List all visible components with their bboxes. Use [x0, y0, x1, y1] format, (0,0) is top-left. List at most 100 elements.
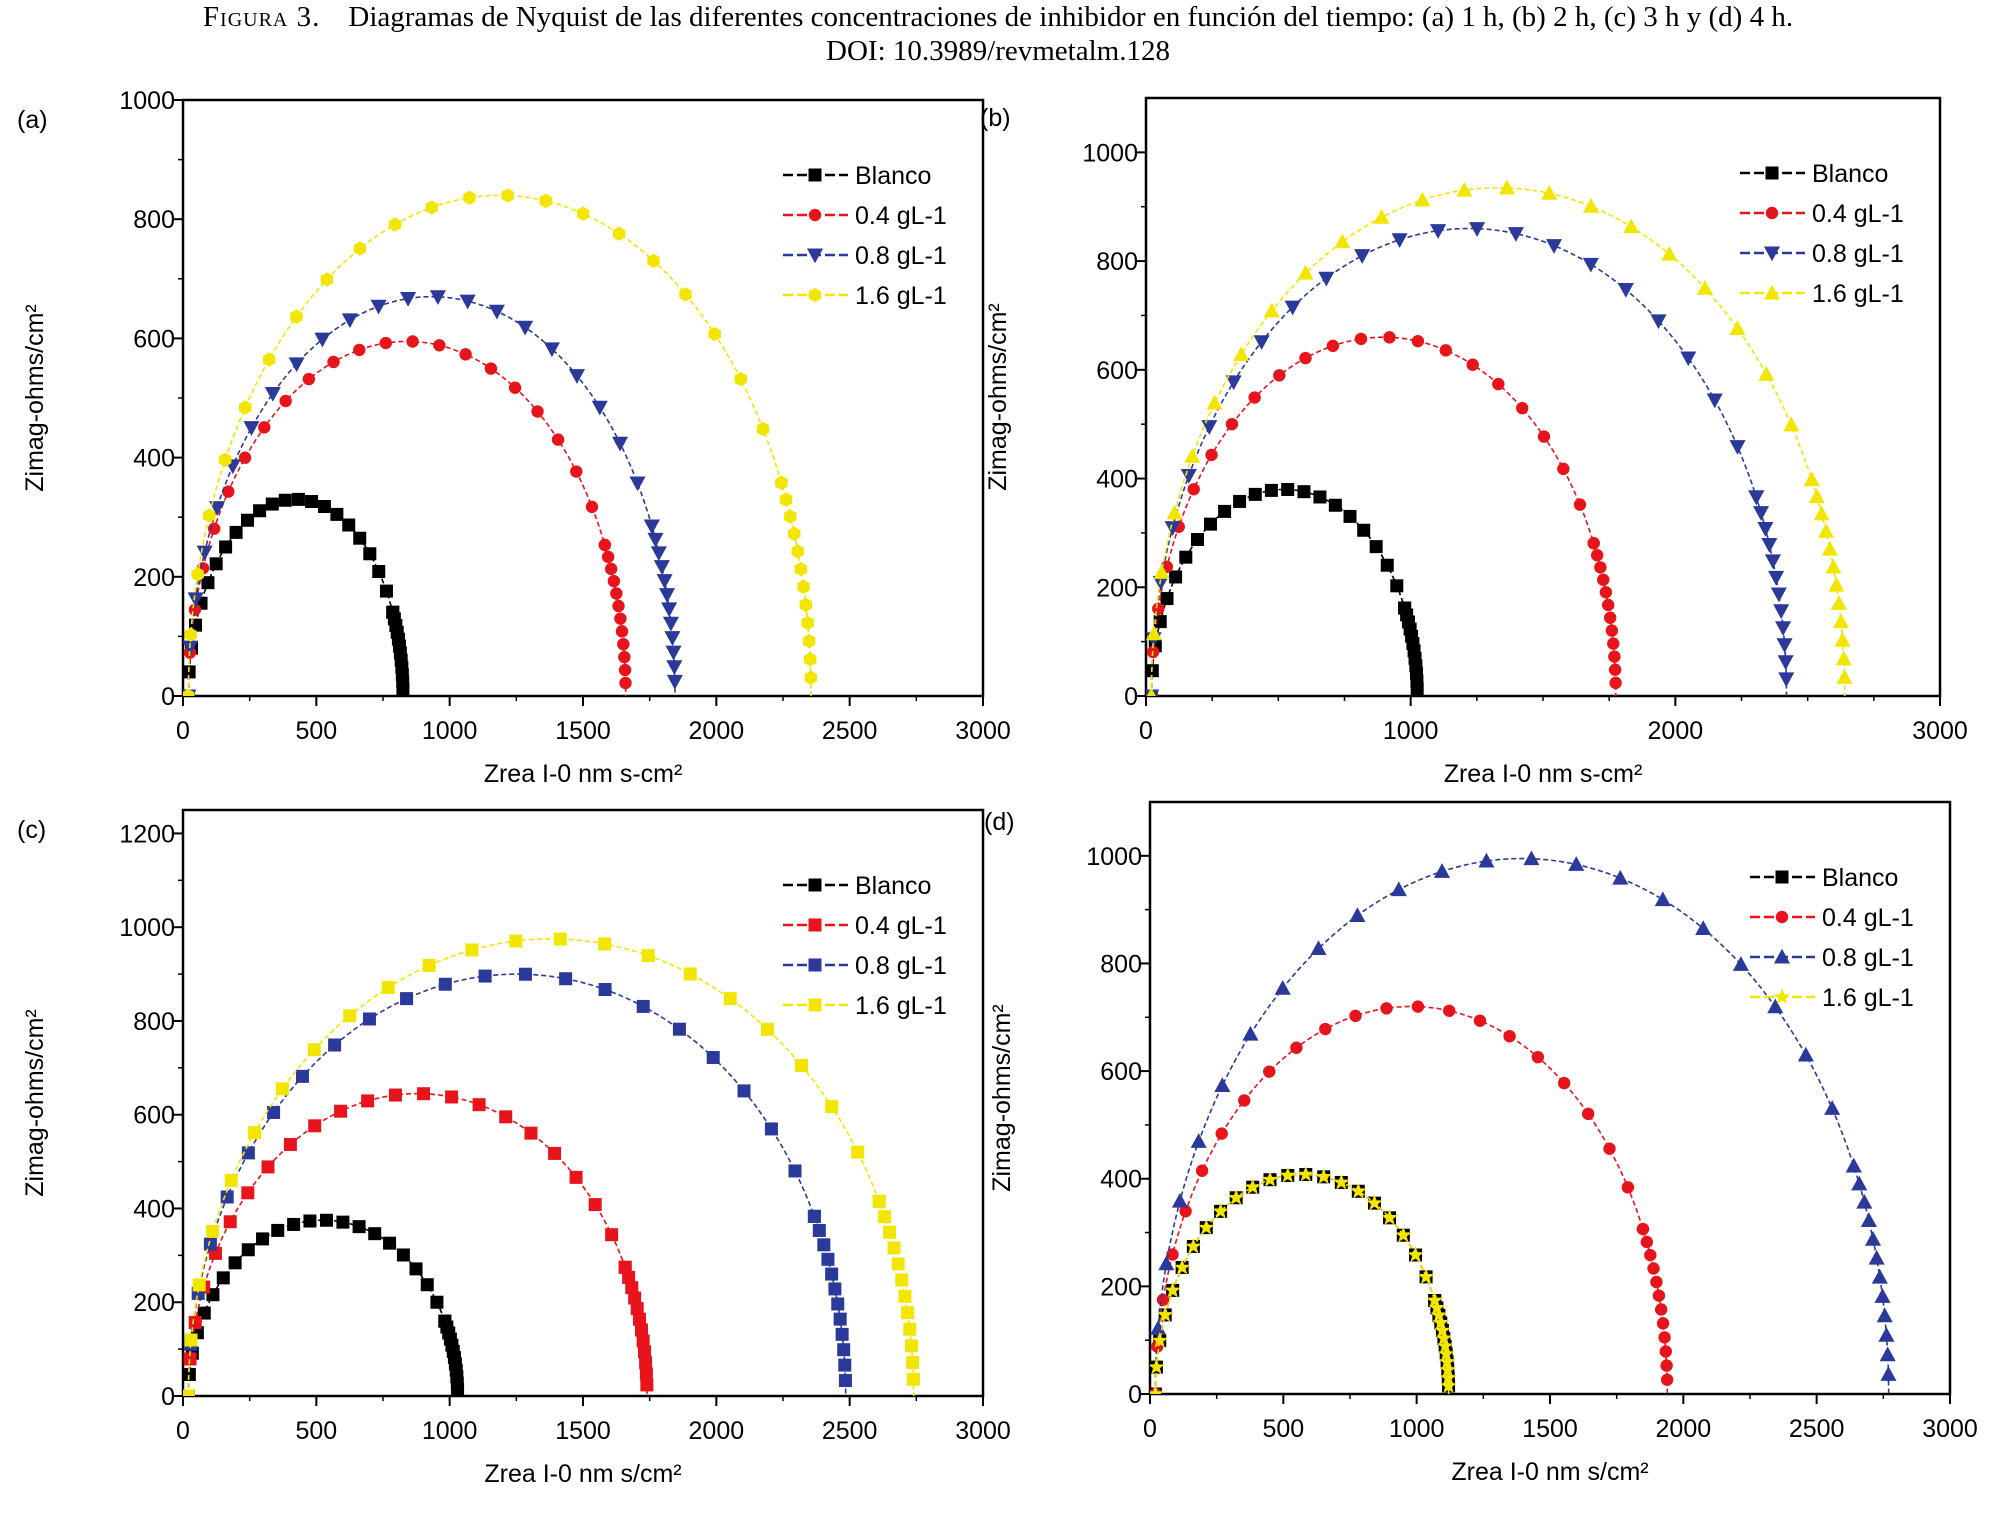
series-line: [187, 973, 847, 1396]
data-point: [465, 943, 479, 957]
data-point: [666, 674, 683, 690]
data-point: [1871, 1268, 1888, 1284]
legend-label: 1.6 gL-1: [855, 992, 947, 1020]
data-point: [1864, 1230, 1882, 1246]
data-point: [851, 1145, 865, 1159]
data-point: [302, 372, 316, 386]
data-point: [1233, 346, 1250, 361]
data-point: [1503, 1030, 1516, 1043]
data-point: [188, 1315, 202, 1329]
data-point: [1856, 1193, 1873, 1209]
legend-marker: [808, 878, 822, 892]
data-point: [904, 1339, 918, 1353]
legend-marker: [1773, 988, 1791, 1004]
data-point: [196, 545, 213, 561]
data-point: [218, 452, 232, 467]
data-point: [1621, 1181, 1635, 1194]
data-point: [1582, 257, 1599, 273]
data-point: [1373, 209, 1390, 224]
data-point: [488, 304, 505, 320]
data-point: [1729, 440, 1746, 455]
data-point: [1380, 1002, 1393, 1015]
data-point: [629, 476, 646, 492]
data-point: [445, 1090, 459, 1104]
data-point: [1537, 430, 1551, 443]
series-line: [1150, 227, 1788, 696]
data-point: [1201, 420, 1218, 435]
data-point: [228, 1256, 242, 1270]
data-point: [656, 574, 673, 589]
data-point: [779, 492, 793, 507]
series-0-8-gl-1: [1146, 222, 1795, 696]
data-point: [1783, 416, 1800, 432]
x-tick-label: 1000: [422, 1417, 478, 1445]
data-point: [1466, 358, 1479, 371]
legend-marker: [808, 287, 822, 303]
data-point: [784, 509, 797, 524]
data-point: [264, 386, 281, 402]
y-tick-label: 0: [1124, 683, 1138, 711]
data-point: [342, 518, 356, 532]
series-1-6-gl-1: [183, 188, 817, 696]
series-line: [1154, 857, 1890, 1394]
data-point: [1173, 1258, 1191, 1275]
data-point: [328, 1038, 342, 1052]
series-1-6-gl-1: [183, 932, 920, 1396]
data-point: [799, 597, 812, 612]
data-point: [1343, 509, 1357, 523]
data-point: [1284, 300, 1301, 316]
data-point: [352, 1220, 366, 1234]
data-point: [353, 241, 367, 256]
data-point: [459, 294, 476, 310]
data-point: [1146, 687, 1156, 696]
y-tick-label: 200: [1100, 1273, 1142, 1301]
data-point: [812, 1223, 826, 1237]
data-point: [1623, 218, 1640, 234]
data-point: [1878, 1326, 1895, 1342]
data-point: [618, 650, 631, 664]
data-point: [388, 217, 402, 232]
x-tick-label: 1500: [555, 717, 611, 745]
data-point: [1608, 663, 1622, 676]
data-point: [1274, 980, 1291, 995]
data-point: [1439, 344, 1452, 357]
data-point: [1146, 625, 1162, 641]
series-line: [1150, 186, 1846, 696]
data-point: [1319, 1022, 1332, 1036]
data-point: [801, 615, 814, 631]
data-point: [1696, 279, 1714, 295]
panel-label: (b): [980, 104, 1011, 132]
data-point: [804, 670, 817, 685]
y-tick-label: 800: [1100, 950, 1142, 978]
data-point: [191, 567, 204, 582]
caption-line-1: Figura 3. Diagramas de Nyquist de las dif…: [0, 0, 1996, 34]
data-point: [1656, 1317, 1670, 1330]
x-tick-label: 3000: [955, 717, 1011, 745]
y-tick-label: 1000: [119, 914, 175, 942]
data-point: [1660, 1359, 1673, 1372]
y-tick-label: 800: [1096, 248, 1138, 276]
data-point: [788, 526, 801, 541]
legend-marker: [806, 248, 824, 264]
data-point: [1390, 881, 1407, 897]
data-point: [1328, 498, 1342, 512]
data-point: [400, 992, 414, 1006]
legend-label: 0.4 gL-1: [855, 912, 947, 940]
data-point: [1297, 264, 1314, 280]
data-point: [825, 1267, 839, 1281]
data-point: [1594, 561, 1607, 574]
data-point: [1830, 595, 1847, 610]
y-tick-label: 1000: [1082, 139, 1138, 167]
series-line: [1154, 1173, 1450, 1394]
data-point: [1349, 1009, 1362, 1023]
data-point: [368, 1227, 382, 1241]
data-point: [1206, 394, 1223, 410]
data-point: [209, 557, 223, 571]
x-tick-label: 2000: [689, 1417, 745, 1445]
data-point: [1557, 462, 1570, 476]
data-point: [903, 1322, 917, 1336]
data-point: [1605, 624, 1619, 637]
data-point: [1654, 1303, 1668, 1316]
data-point: [1456, 181, 1473, 197]
data-point: [1607, 637, 1620, 650]
